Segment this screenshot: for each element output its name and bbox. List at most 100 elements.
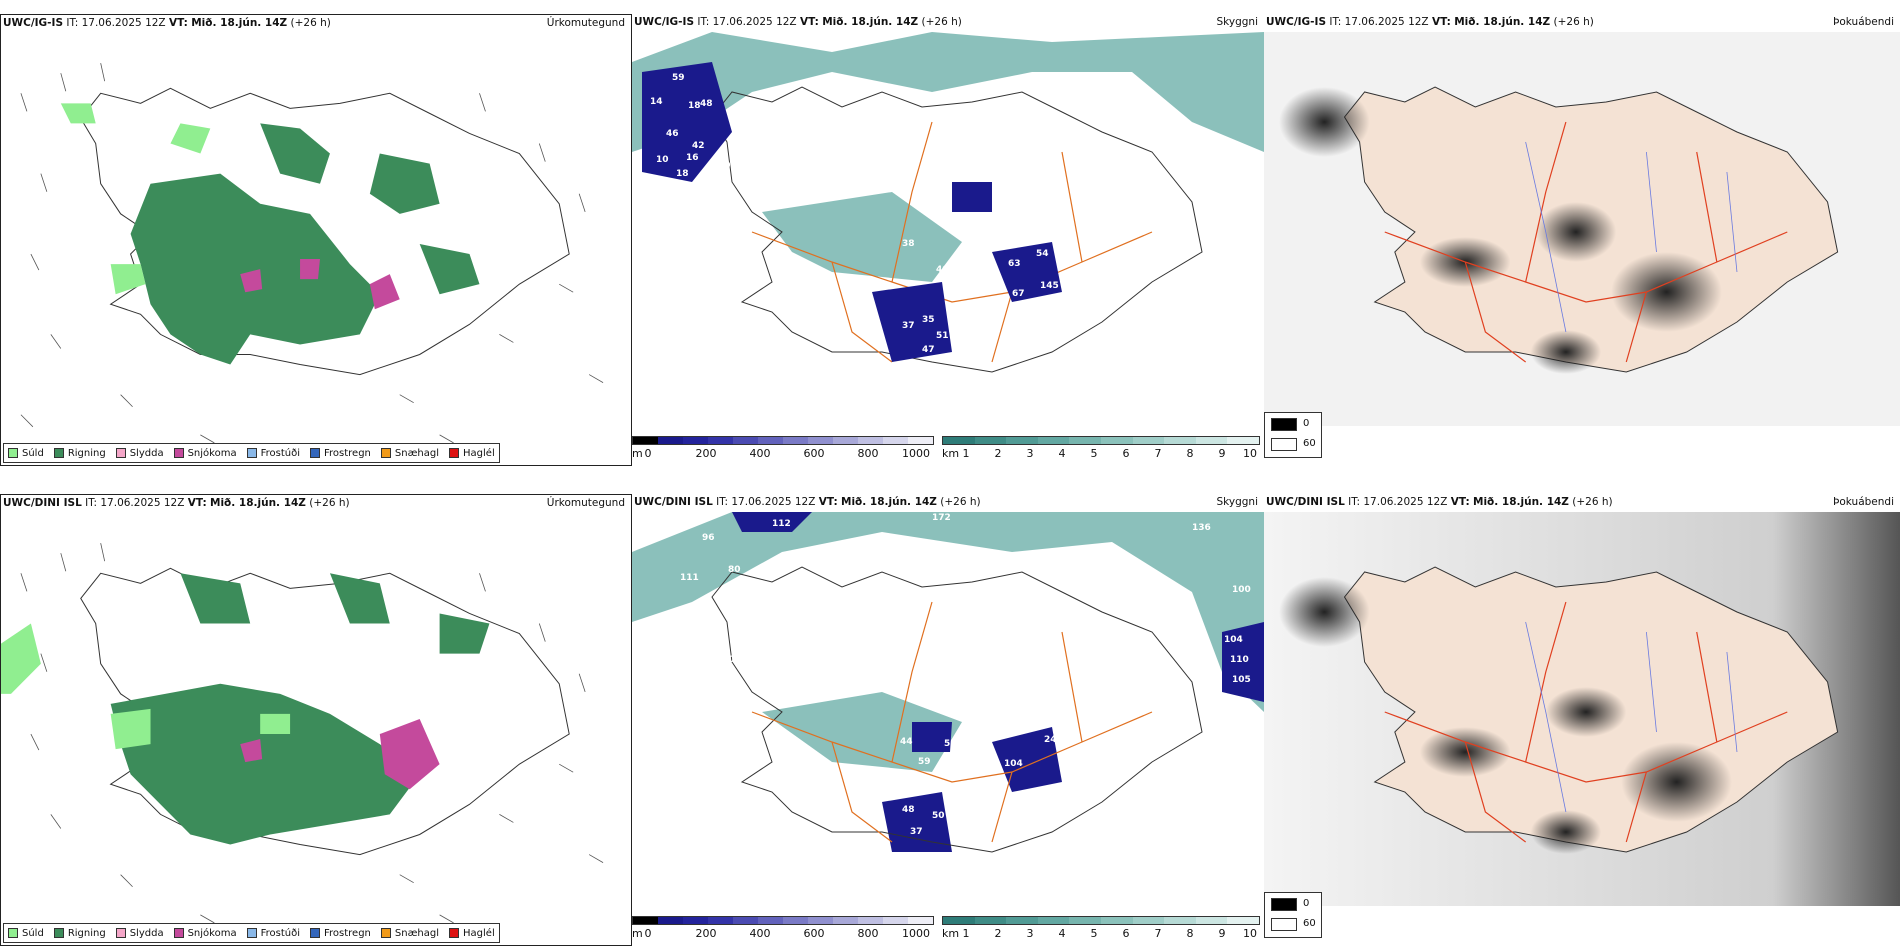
rain-area-east	[260, 123, 480, 295]
cloud-map-row1: 59 14 46 18 48 10 16 18 50 42 38 40 63 5…	[632, 32, 1264, 426]
legend-item: Frostúði	[246, 447, 300, 459]
lead-offset: (+26 h)	[1572, 496, 1613, 508]
cloud-header-row2: UWC/DINI ISL IT: 17.06.2025 12Z VT: Mið.…	[634, 496, 1260, 512]
precip-legend-row1: Súld Rigning Slydda Snjókoma Frostúði Fr…	[3, 443, 500, 463]
fog-legend-label: 0	[1303, 898, 1310, 909]
visibility-tick: 3	[1026, 447, 1034, 460]
cloud-number: 14	[650, 97, 663, 107]
legend-label: Slydda	[129, 447, 164, 459]
cloud-number: 96	[702, 533, 715, 543]
iceland-outline	[711, 86, 1203, 373]
cloud-number: 10	[656, 155, 669, 165]
model-name: UWC/DINI ISL	[1266, 496, 1345, 508]
legend-item: Frostregn	[310, 928, 371, 939]
legend-swatch	[173, 928, 184, 938]
visibility-shading	[632, 512, 1264, 772]
lead-offset: (+26 h)	[290, 17, 331, 29]
legend-swatch	[380, 448, 391, 458]
legend-swatch	[8, 928, 18, 938]
param-label: Skyggni	[1216, 496, 1259, 508]
cloud-panel-row1: UWC/IG-IS IT: 17.06.2025 12Z VT: Mið. 18…	[632, 14, 1264, 466]
fog-blob	[1535, 202, 1617, 262]
cloud-number: 59	[672, 73, 685, 83]
visibility-unit: km	[942, 927, 960, 940]
fog-map-row2	[1264, 512, 1900, 906]
it-label: IT:	[85, 497, 98, 509]
roads	[751, 601, 1153, 843]
vt-value: Mið. 18.jún. 14Z	[822, 16, 919, 28]
cloud-base-tick: 0	[644, 927, 652, 940]
it-value: 17.06.2025 12Z	[712, 16, 797, 28]
precip-panel-row1: UWC/IG-IS IT: 17.06.2025 12Z VT: Mið. 18…	[0, 14, 632, 466]
cloud-base-tick: 400	[749, 927, 771, 940]
legend-label: Súld	[22, 447, 44, 459]
vt-value: Mið. 18.jún. 14Z	[191, 17, 288, 29]
cloud-number: 240	[1044, 735, 1063, 745]
visibility-colorbar: km 1 2 3 4 5 6 7 8 9 10	[942, 916, 1260, 944]
legend-item: Slydda	[115, 927, 164, 939]
precip-map-row1	[1, 33, 631, 465]
precip-header-row1: UWC/IG-IS IT: 17.06.2025 12Z VT: Mið. 18…	[3, 17, 627, 33]
cloud-map-row2: 112 96 80 111 80 44 59 53 240 104 48 50 …	[632, 512, 1264, 906]
wind-barbs	[20, 63, 604, 454]
roads	[1384, 121, 1788, 363]
fog-blob	[1530, 330, 1602, 374]
cloud-number: 37	[902, 321, 915, 331]
param-label: Þokuábendi	[1833, 16, 1894, 28]
visibility-tick: 8	[1186, 447, 1194, 460]
legend-item: Snjókoma	[173, 448, 237, 459]
fog-header-row1: UWC/IG-IS IT: 17.06.2025 12Z VT: Mið. 18…	[1266, 16, 1896, 32]
cloud-number: 80	[728, 565, 741, 575]
cloud-number: 35	[922, 315, 935, 325]
cloud-base-tick: 0	[644, 447, 652, 460]
drizzle-area	[1, 623, 41, 694]
visibility-tick: 9	[1218, 447, 1226, 460]
it-label: IT:	[1329, 16, 1342, 28]
legend-swatch	[173, 448, 184, 458]
cloud-base-numbers: 59 14 46 18 48 10 16 18 50 42 38 40 63 5…	[650, 73, 1059, 355]
legend-item: Haglél	[449, 928, 495, 939]
rain-area	[110, 683, 420, 845]
model-name: UWC/DINI ISL	[634, 496, 713, 508]
fog-blob	[1621, 742, 1732, 822]
cloud-base-tick: 800	[857, 447, 879, 460]
lead-offset: (+26 h)	[921, 16, 962, 28]
cloud-header-row1: UWC/IG-IS IT: 17.06.2025 12Z VT: Mið. 18…	[634, 16, 1260, 32]
visibility-tick: 8	[1186, 927, 1194, 940]
cloud-base-tick: 200	[695, 927, 717, 940]
visibility-colorbar-bar	[942, 436, 1260, 445]
cloud-base-tick: 800	[857, 927, 879, 940]
drizzle-area	[60, 103, 211, 295]
cloud-base-tick: 400	[749, 447, 771, 460]
roads	[751, 121, 1153, 363]
visibility-tick: 4	[1058, 447, 1066, 460]
it-label: IT:	[697, 16, 710, 28]
legend-item: Snæhagl	[380, 928, 439, 939]
legend-item: Haglél	[449, 448, 495, 459]
cloud-base-unit: m	[632, 927, 643, 940]
cloud-base-tick: 600	[803, 447, 825, 460]
visibility-tick: 6	[1122, 927, 1130, 940]
cloud-number: 136	[1192, 523, 1211, 533]
legend-label: Frostúði	[260, 927, 300, 939]
it-value: 17.06.2025 12Z	[81, 17, 166, 29]
rivers	[1525, 621, 1738, 813]
legend-item: Súld	[8, 928, 44, 939]
legend-swatch	[310, 448, 320, 458]
legend-label: Slydda	[129, 927, 164, 939]
cloud-map-svg: 59 14 46 18 48 10 16 18 50 42 38 40 63 5…	[632, 32, 1264, 426]
vt-value: Mið. 18.jún. 14Z	[841, 496, 937, 508]
it-label: IT:	[716, 496, 729, 508]
precip-legend-row2: Súld Rigning Slydda Snjókoma Frostúði Fr…	[3, 923, 500, 943]
legend-swatch	[53, 448, 64, 458]
visibility-tick: 10	[1243, 927, 1257, 940]
legend-label: Frostúði	[260, 447, 300, 459]
legend-item: Rigning	[53, 928, 106, 939]
cloud-base-colorbar-bar	[632, 916, 934, 925]
vt-label: VT:	[1431, 16, 1451, 28]
legend-item: Slydda	[115, 447, 164, 459]
rivers	[1525, 141, 1738, 333]
legend-label: Rigning	[67, 447, 106, 459]
cloud-number: 112	[772, 519, 791, 529]
precip-map-svg	[1, 543, 604, 934]
